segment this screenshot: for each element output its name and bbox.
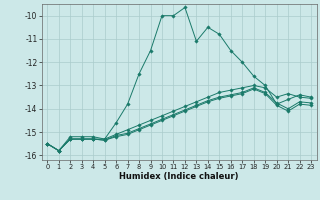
X-axis label: Humidex (Indice chaleur): Humidex (Indice chaleur): [119, 172, 239, 181]
